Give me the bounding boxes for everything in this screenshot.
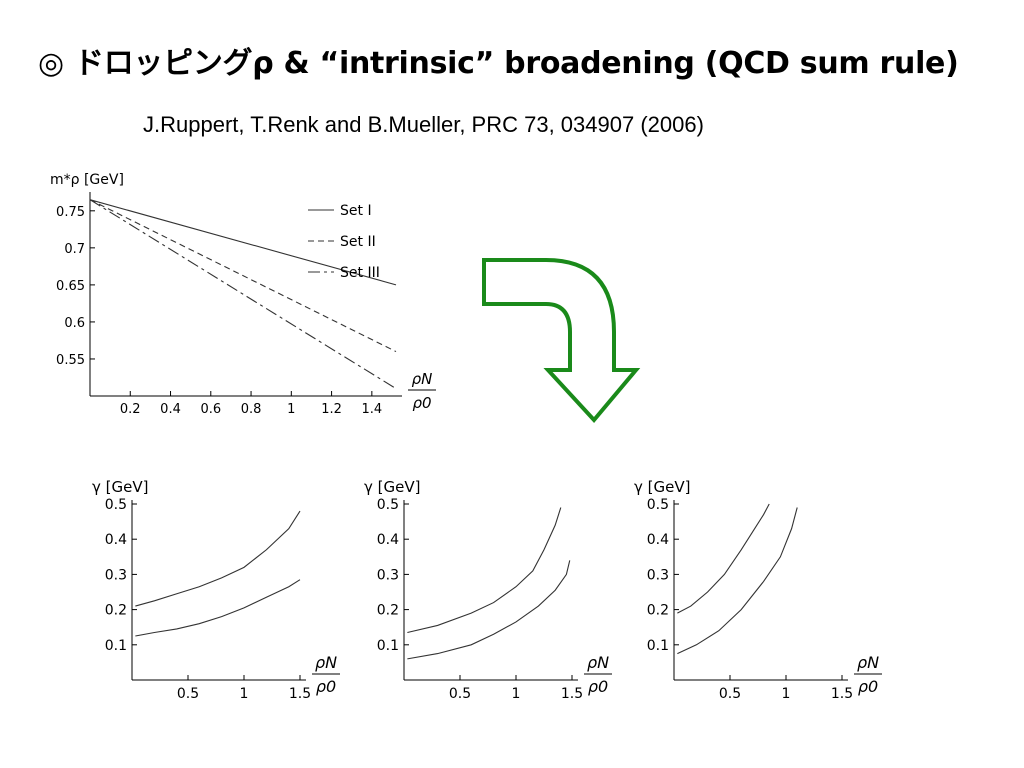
legend-label: Set III (340, 265, 380, 281)
width-chart-set-1: 0.1 0.2 0.3 0.4 0.5 0.5 1 1.5 γ [GeV] ρN ρ0 (92, 478, 340, 702)
x-tick-label: 0.5 (449, 686, 471, 702)
y-tick-label: 0.6 (64, 316, 85, 331)
x-tick-label: 0.6 (200, 402, 221, 417)
y-axis-label: γ [GeV] (364, 478, 420, 496)
y-tick-label: 0.5 (377, 497, 399, 513)
slide-title: ◎ ドロッピングρ & “intrinsic” broadening (QCD … (38, 46, 959, 81)
x-axis-label-numerator: ρN (587, 653, 609, 672)
series-line-2 (89, 199, 397, 353)
x-axis-label-numerator: ρN (857, 653, 879, 672)
series-line-1 (135, 510, 301, 607)
series-line-1 (89, 199, 397, 286)
x-tick-label: 1 (782, 686, 791, 702)
y-tick-label: 0.2 (647, 603, 669, 619)
reference-citation: J.Ruppert, T.Renk and B.Mueller, PRC 73,… (143, 112, 704, 137)
x-tick-label: 1 (512, 686, 521, 702)
y-tick-label: 0.3 (105, 567, 127, 583)
x-axis-label-denominator: ρ0 (316, 677, 336, 696)
y-tick-label: 0.4 (647, 532, 669, 548)
x-tick-label: 1.5 (561, 686, 583, 702)
legend-label: Set II (340, 234, 376, 250)
series-line-2 (407, 560, 571, 660)
x-tick-label: 0.5 (177, 686, 199, 702)
x-axis-label-numerator: ρN (315, 653, 337, 672)
y-tick-label: 0.2 (377, 603, 399, 619)
y-tick-label: 0.3 (647, 567, 669, 583)
series-line-2 (677, 507, 798, 655)
y-tick-label: 0.4 (377, 532, 399, 548)
legend-label: Set I (340, 203, 372, 219)
y-tick-label: 0.5 (647, 497, 669, 513)
series-line-3 (89, 199, 397, 390)
curved-down-arrow-icon (482, 258, 641, 424)
x-tick-label: 1 (287, 402, 295, 417)
x-axis-label-numerator: ρN (412, 370, 433, 388)
y-tick-label: 0.55 (56, 353, 85, 368)
x-tick-label: 1 (240, 686, 249, 702)
x-axis-label-denominator: ρ0 (588, 677, 608, 696)
y-tick-label: 0.65 (56, 279, 85, 294)
x-axis-label-denominator: ρ0 (858, 677, 878, 696)
x-tick-label: 0.8 (241, 402, 262, 417)
mass-chart: 0.55 0.6 0.65 0.7 0.75 0.2 0.4 0.6 0.8 1 1.2 1.4 m*ρ… (50, 172, 436, 417)
y-tick-label: 0.1 (647, 638, 669, 654)
y-tick-label: 0.3 (377, 567, 399, 583)
y-axis-label: m*ρ [GeV] (50, 172, 124, 188)
y-tick-label: 0.7 (64, 242, 85, 257)
series-line-1 (407, 507, 562, 634)
series-line-2 (135, 579, 301, 637)
x-tick-label: 1.5 (289, 686, 311, 702)
y-tick-label: 0.4 (105, 532, 127, 548)
y-tick-label: 0.1 (105, 638, 127, 654)
x-tick-label: 0.2 (120, 402, 141, 417)
width-chart-set-3: 0.1 0.2 0.3 0.4 0.5 0.5 1 1.5 γ [GeV] ρN ρ0 (634, 478, 882, 702)
series-line-1 (677, 503, 770, 614)
x-tick-label: 1.2 (321, 402, 342, 417)
y-tick-label: 0.1 (377, 638, 399, 654)
y-tick-label: 0.2 (105, 603, 127, 619)
y-axis-label: γ [GeV] (634, 478, 690, 496)
x-axis-label-denominator: ρ0 (412, 394, 431, 412)
y-tick-label: 0.75 (56, 205, 85, 220)
x-tick-label: 0.4 (160, 402, 181, 417)
x-tick-label: 1.4 (361, 402, 382, 417)
y-tick-label: 0.5 (105, 497, 127, 513)
x-tick-label: 1.5 (831, 686, 853, 702)
width-chart-set-2: 0.1 0.2 0.3 0.4 0.5 0.5 1 1.5 γ [GeV] ρN ρ0 (364, 478, 612, 702)
x-tick-label: 0.5 (719, 686, 741, 702)
y-axis-label: γ [GeV] (92, 478, 148, 496)
